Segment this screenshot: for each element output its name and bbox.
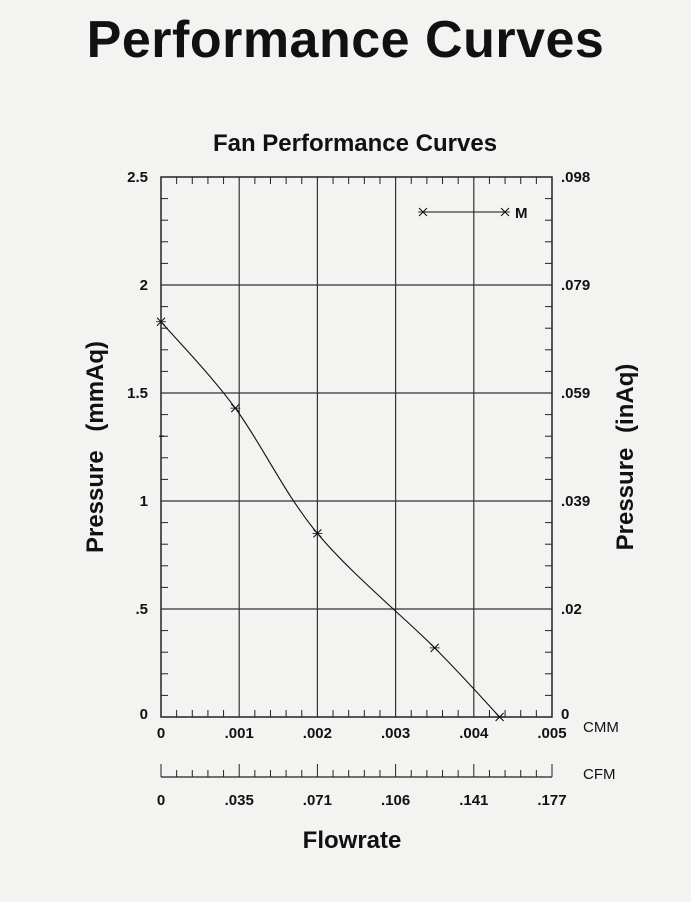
y-tick-label-left: 1 <box>140 493 148 510</box>
x-axis-title: Flowrate <box>303 827 402 854</box>
y-tick-label-right: .079 <box>561 277 590 294</box>
x-tick-label-cfm: .106 <box>381 792 410 809</box>
y-tick-label-left: .5 <box>135 601 148 618</box>
series-point <box>230 403 241 413</box>
x-tick-label: .004 <box>459 725 489 742</box>
x-tick-label: .003 <box>381 725 410 742</box>
y-axis-title-right: Pressure (inAq) <box>612 364 639 551</box>
page-title: Performance Curves <box>86 11 605 69</box>
y-tick-label-right: .039 <box>561 493 590 510</box>
series-point <box>418 207 428 217</box>
legend: M <box>418 205 528 222</box>
minor-ticks <box>160 177 553 778</box>
y-tick-label-right: .059 <box>561 385 590 402</box>
series-point <box>494 712 505 722</box>
y-tick-label-left: 1.5 <box>127 385 148 402</box>
plot-frame <box>160 176 553 718</box>
x-tick-label-cfm: 0 <box>157 792 165 809</box>
x-unit-secondary: CFM <box>583 766 616 783</box>
x-tick-label: 0 <box>157 725 165 742</box>
x-tick-label: .002 <box>303 725 332 742</box>
x-tick-label-cfm: .071 <box>303 792 332 809</box>
y-tick-label-left: 2 <box>140 277 148 294</box>
legend-label: M <box>515 205 528 222</box>
y-tick-label-right: .02 <box>561 601 582 618</box>
y-tick-label-right: .098 <box>561 169 590 186</box>
grid <box>161 177 552 717</box>
series-point <box>312 529 323 538</box>
series-point <box>156 317 166 327</box>
labels: 0 .001 .002 .003 .004 .005 0 .035 .071 .106 .141 .1… <box>127 169 590 809</box>
y-tick-label-right: 0 <box>561 706 569 723</box>
x-unit-primary: CMM <box>583 719 619 736</box>
series-point <box>500 207 510 217</box>
curve-layer <box>156 317 505 722</box>
x-tick-label-cfm: .035 <box>225 792 254 809</box>
x-tick-label-cfm: .177 <box>537 792 566 809</box>
x-tick-label-cfm: .141 <box>459 792 488 809</box>
x-tick-label: .001 <box>225 725 254 742</box>
series-line-M <box>160 321 501 718</box>
y-tick-label-left: 0 <box>140 706 148 723</box>
chart-title: Fan Performance Curves <box>213 130 497 157</box>
series-point <box>429 643 440 653</box>
y-axis-title-left: Pressure (mmAq) <box>82 341 109 553</box>
y-tick-label-left: 2.5 <box>127 169 148 186</box>
x-tick-label: .005 <box>537 725 566 742</box>
